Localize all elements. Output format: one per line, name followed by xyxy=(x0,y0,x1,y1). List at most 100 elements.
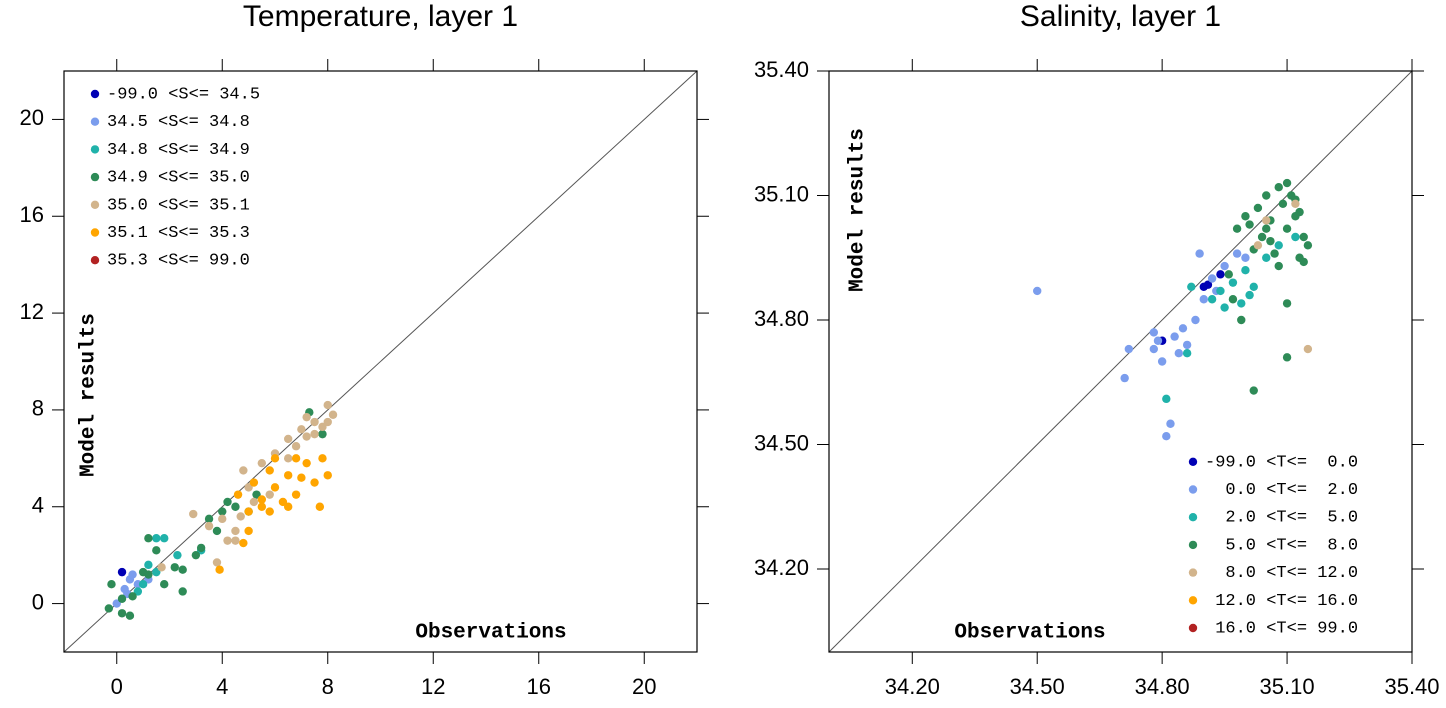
scatter-point xyxy=(1182,340,1192,350)
scatter-point xyxy=(1153,336,1163,345)
x-tick-label: 35.10 xyxy=(1260,674,1315,699)
scatter-point xyxy=(1216,270,1225,279)
scatter-point xyxy=(231,526,240,536)
scatter-point xyxy=(1282,299,1292,308)
scatter-point xyxy=(1295,207,1304,217)
legend-marker xyxy=(90,172,100,182)
scatter-point xyxy=(178,587,187,596)
scatter-point xyxy=(283,434,293,444)
scatter-point xyxy=(236,512,245,521)
scatter-point xyxy=(1224,270,1233,279)
scatter-point xyxy=(191,550,201,560)
scatter-point xyxy=(1216,286,1225,296)
scatter-point xyxy=(1207,295,1217,304)
scatter-point xyxy=(265,490,274,499)
legend-marker xyxy=(90,117,100,126)
scatter-point xyxy=(1274,261,1283,271)
legend-label: 8.0 <T<= 12.0 xyxy=(1205,564,1358,583)
scatter-point xyxy=(302,412,311,422)
y-tick-label: 0 xyxy=(32,589,44,614)
scatter-point xyxy=(1120,373,1129,383)
scatter-point xyxy=(257,502,267,511)
scatter-point xyxy=(249,478,259,487)
scatter-point xyxy=(1266,236,1275,246)
y-tick-label: 34.50 xyxy=(754,430,809,455)
scatter-point xyxy=(1262,216,1271,225)
y-tick-label: 35.40 xyxy=(754,57,809,82)
scatter-point xyxy=(297,473,306,482)
identity-line xyxy=(63,70,698,653)
scatter-point xyxy=(1303,344,1313,354)
scatter-point xyxy=(323,400,332,410)
scatter-point xyxy=(302,432,311,441)
legend-label: 5.0 <T<= 8.0 xyxy=(1205,536,1358,555)
scatter-point xyxy=(310,417,319,427)
scatter-point xyxy=(318,429,327,439)
scatter-point xyxy=(107,580,116,589)
scatter-point xyxy=(1291,232,1300,242)
scatter-point xyxy=(1220,303,1229,312)
legend-marker xyxy=(1188,485,1198,494)
legend-marker xyxy=(1188,457,1198,466)
scatter-point xyxy=(1291,199,1300,208)
scatter-point xyxy=(323,417,332,427)
y-tick-label: 4 xyxy=(32,493,44,518)
scatter-point xyxy=(323,471,332,480)
x-tick-label: 20 xyxy=(632,674,656,699)
scatter-point xyxy=(1249,282,1258,291)
scatter-point xyxy=(152,546,161,555)
scatter-point xyxy=(117,567,127,577)
x-tick-label: 4 xyxy=(216,674,228,699)
scatter-point xyxy=(128,592,137,601)
scatter-point xyxy=(196,543,206,553)
scatter-point xyxy=(302,458,311,468)
legend-label: 35.3 <S<= 99.0 xyxy=(107,252,250,271)
scatter-point xyxy=(212,558,222,567)
scatter-point xyxy=(1232,249,1242,258)
y-tick-label: 34.80 xyxy=(754,306,809,331)
scatter-point xyxy=(1249,386,1258,395)
scatter-point xyxy=(223,497,232,507)
scatter-point xyxy=(212,526,222,536)
legend-label: 34.9 <S<= 35.0 xyxy=(107,169,250,188)
scatter-point xyxy=(170,563,179,572)
identity-line xyxy=(828,70,1413,653)
scatter-point xyxy=(173,550,182,560)
chart-title: Temperature, layer 1 xyxy=(243,0,518,33)
scatter-point xyxy=(1195,249,1204,258)
scatter-point xyxy=(1282,178,1292,188)
scatter-point xyxy=(1241,253,1250,262)
scatter-point xyxy=(1178,324,1188,333)
scatter-point xyxy=(1033,286,1042,296)
scatter-point xyxy=(1170,332,1179,341)
plot-frame xyxy=(828,70,1413,653)
scatter-point xyxy=(310,429,319,439)
scatter-point xyxy=(1278,199,1288,208)
x-axis-label: Observations xyxy=(954,622,1105,645)
scatter-point xyxy=(128,570,137,579)
scatter-point xyxy=(318,454,327,463)
x-tick-label: 8 xyxy=(322,674,334,699)
scatter-point xyxy=(328,410,338,419)
scatter-point xyxy=(117,609,127,618)
legend-label: 12.0 <T<= 16.0 xyxy=(1205,592,1358,611)
scatter-point xyxy=(1228,278,1238,287)
scatter-point xyxy=(1203,280,1213,289)
scatter-point xyxy=(1274,183,1283,192)
legend-marker xyxy=(90,228,100,237)
scatter-point xyxy=(1262,224,1271,233)
scatter-point xyxy=(218,507,227,516)
chart-title: Salinity, layer 1 xyxy=(1020,0,1221,33)
legend-marker xyxy=(90,200,100,209)
scatter-point xyxy=(231,536,240,545)
scatter-point xyxy=(1262,253,1271,262)
x-tick-label: 34.80 xyxy=(1135,674,1190,699)
scatter-point xyxy=(144,534,153,543)
scatter-point xyxy=(265,507,274,516)
legend-label: 2.0 <T<= 5.0 xyxy=(1205,509,1358,528)
legend-marker xyxy=(1188,596,1198,605)
legend-label: 34.8 <S<= 34.9 xyxy=(107,141,250,160)
legend-marker xyxy=(1188,568,1198,577)
scatter-point xyxy=(152,534,161,543)
scatter-point xyxy=(1253,203,1263,213)
